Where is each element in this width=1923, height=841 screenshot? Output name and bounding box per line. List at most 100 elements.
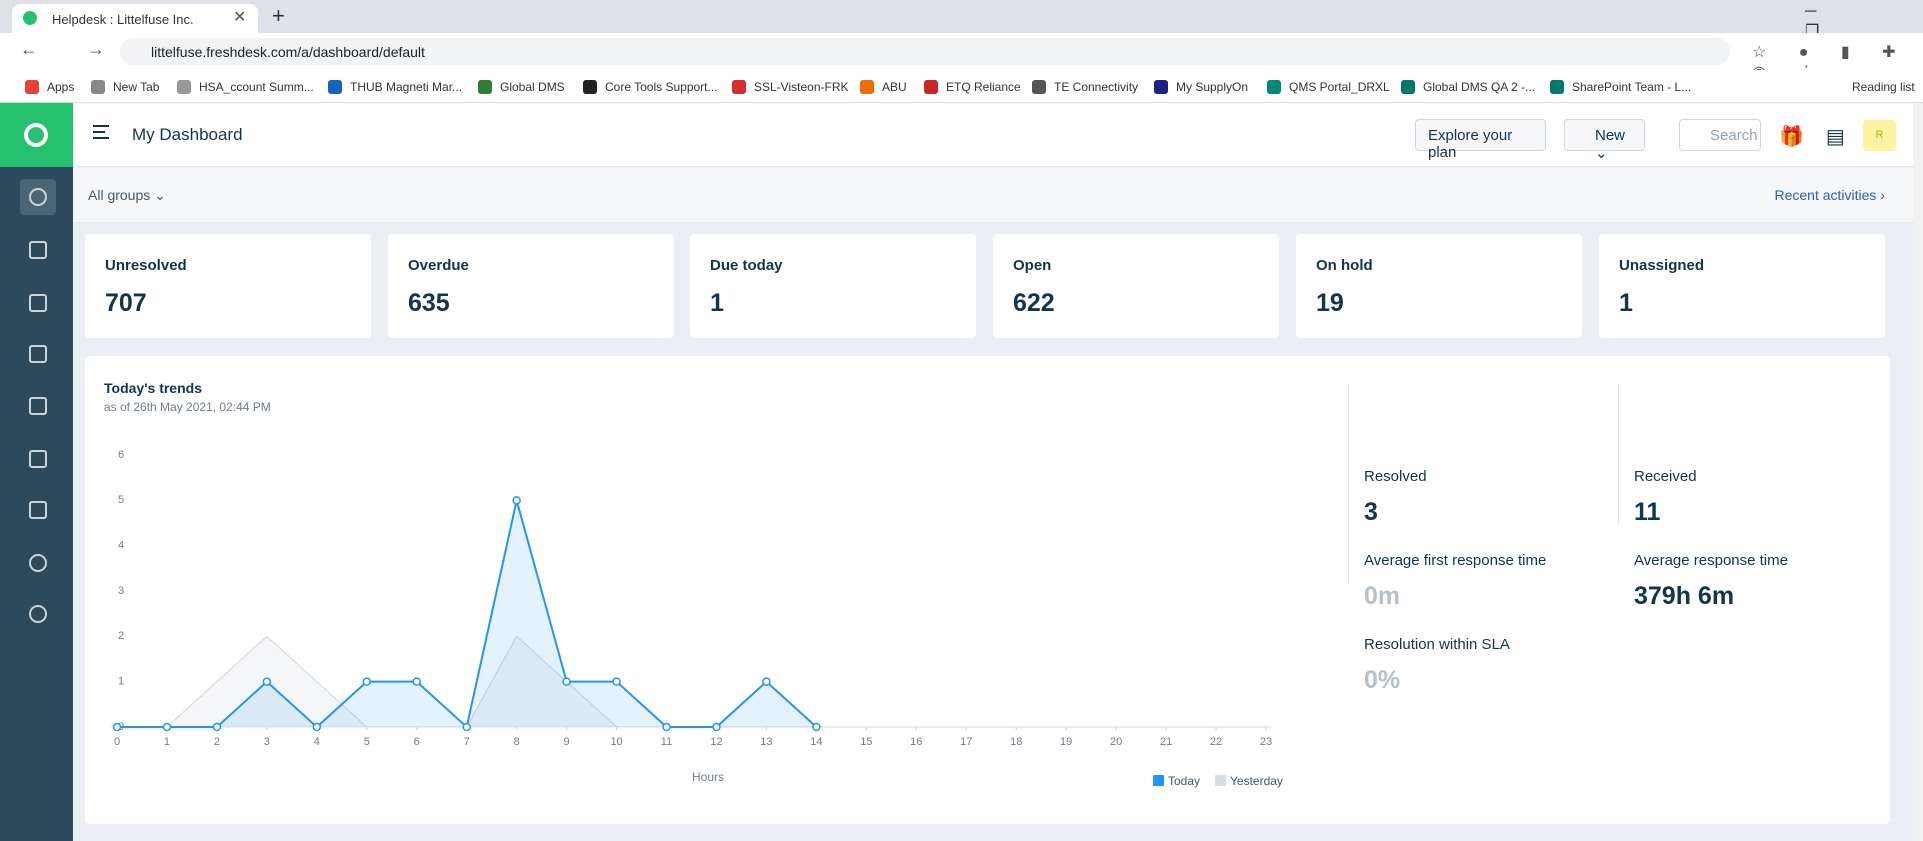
bookmark[interactable]: ABU bbox=[882, 80, 907, 94]
stat-value: 3 bbox=[1364, 498, 1378, 526]
card-label: Open bbox=[1013, 257, 1052, 274]
x-tick-label: 6 bbox=[414, 736, 420, 748]
bookmark[interactable]: THUB Magneti Mar... bbox=[350, 80, 463, 94]
bookmark-icon bbox=[583, 80, 597, 94]
stat-card[interactable]: Due today 1 bbox=[690, 234, 976, 338]
y-tick-label: 3 bbox=[118, 585, 124, 597]
url-field[interactable]: littelfuse.freshdesk.com/a/dashboard/def… bbox=[120, 38, 1730, 65]
x-tick-label: 18 bbox=[1010, 736, 1022, 748]
nav-icon[interactable] bbox=[29, 397, 47, 415]
x-tick-label: 17 bbox=[960, 736, 972, 748]
header-icons[interactable]: 🎁▤ bbox=[1779, 126, 1867, 148]
groups-filter[interactable]: All groups ⌄ bbox=[88, 187, 166, 203]
nav-icon[interactable] bbox=[29, 501, 47, 519]
point bbox=[512, 496, 521, 505]
x-tick-label: 20 bbox=[1110, 736, 1122, 748]
close-tab[interactable]: ✕ bbox=[233, 9, 247, 26]
bookmark[interactable]: ETQ Reliance bbox=[946, 80, 1021, 94]
card-label: Unresolved bbox=[105, 257, 187, 274]
stat-value: 0m bbox=[1364, 582, 1401, 610]
x-tick-label: 16 bbox=[910, 736, 922, 748]
bookmark-icon bbox=[25, 80, 39, 94]
bookmarks-bar: Apps New Tab HSA_ccount Summ... THUB Magnet… bbox=[0, 70, 1923, 103]
stat-card[interactable]: Unassigned 1 bbox=[1599, 234, 1885, 338]
bookmark[interactable]: Global DMS bbox=[500, 80, 565, 94]
url: littelfuse.freshdesk.com/a/dashboard/def… bbox=[151, 44, 425, 60]
bookmark[interactable]: Reading list bbox=[1852, 80, 1915, 94]
x-tick-label: 5 bbox=[364, 736, 370, 748]
x-tick-label: 22 bbox=[1210, 736, 1222, 748]
bookmark-icon bbox=[1267, 80, 1281, 94]
nav-icon[interactable] bbox=[29, 345, 47, 363]
bookmark[interactable]: TE Connectivity bbox=[1054, 80, 1139, 94]
stat-card[interactable]: Overdue 635 bbox=[388, 234, 674, 338]
bookmark[interactable]: QMS Portal_DRXL bbox=[1289, 80, 1390, 94]
bookmark[interactable]: Apps bbox=[47, 80, 75, 94]
recent-activities[interactable]: Recent activities › bbox=[1774, 187, 1886, 203]
bookmark[interactable]: SSL-Visteon-FRK bbox=[754, 80, 849, 94]
divider bbox=[1348, 384, 1349, 584]
card-value: 19 bbox=[1316, 289, 1344, 317]
explore-label: Explore your plan bbox=[1428, 127, 1513, 161]
logo[interactable] bbox=[0, 103, 73, 167]
point bbox=[312, 722, 322, 732]
card-label: Overdue bbox=[408, 257, 469, 274]
new-label: New bbox=[1595, 127, 1626, 144]
bookmark[interactable]: HSA_ccount Summ... bbox=[199, 80, 314, 94]
stat-value: 379h 6m bbox=[1634, 582, 1735, 610]
new-tab[interactable]: + bbox=[272, 3, 285, 28]
nav-icon[interactable] bbox=[29, 605, 47, 623]
filter-bar: All groups ⌄ Recent activities › bbox=[73, 168, 1913, 223]
point bbox=[812, 722, 821, 732]
point bbox=[462, 722, 471, 732]
menu-icon[interactable] bbox=[93, 125, 109, 139]
header: My Dashboard Explore your plan New ⌄ Sea… bbox=[73, 103, 1913, 167]
y-tick-label: 2 bbox=[118, 630, 124, 642]
card-label: Unassigned bbox=[1619, 257, 1705, 274]
x-tick-label: 2 bbox=[214, 736, 220, 748]
legend-swatch bbox=[1215, 775, 1226, 786]
bookmark[interactable]: New Tab bbox=[113, 80, 160, 94]
point bbox=[662, 722, 671, 732]
bookmark[interactable]: SharePoint Team - L... bbox=[1572, 80, 1692, 94]
page-title: My Dashboard bbox=[132, 125, 243, 144]
nav-icon[interactable] bbox=[29, 241, 47, 259]
tab-bar: Helpdesk : Littelfuse Inc. ✕ + ─ ❐ ✕ bbox=[0, 0, 1923, 60]
bookmark-icon bbox=[860, 80, 874, 94]
point bbox=[262, 677, 272, 686]
nav-icon[interactable] bbox=[29, 554, 47, 572]
x-tick-label: 23 bbox=[1260, 736, 1272, 748]
avatar[interactable]: R bbox=[1863, 120, 1896, 151]
x-tick-label: 8 bbox=[514, 736, 520, 748]
avatar-initial: R bbox=[1875, 129, 1884, 141]
new-button[interactable]: New ⌄ bbox=[1564, 119, 1645, 162]
scrollbar[interactable] bbox=[1913, 103, 1923, 841]
card-label: Due today bbox=[710, 257, 783, 274]
x-tick-label: 4 bbox=[314, 736, 320, 748]
tab[interactable]: Helpdesk : Littelfuse Inc. bbox=[12, 4, 258, 33]
stat-card[interactable]: Unresolved 707 bbox=[85, 234, 371, 338]
nav-icon[interactable] bbox=[29, 294, 47, 312]
card-value: 1 bbox=[1619, 289, 1633, 317]
stat-card[interactable]: On hold 19 bbox=[1296, 234, 1582, 338]
point bbox=[612, 677, 621, 686]
stat-card[interactable]: Open 622 bbox=[993, 234, 1279, 338]
point bbox=[362, 677, 372, 686]
bookmark[interactable]: Global DMS QA 2 -... bbox=[1423, 80, 1536, 94]
bookmark[interactable]: My SupplyOn bbox=[1176, 80, 1249, 94]
bookmark[interactable]: Core Tools Support... bbox=[605, 80, 718, 94]
explore-button[interactable]: Explore your plan bbox=[1415, 119, 1546, 161]
card-value: 707 bbox=[105, 289, 147, 317]
point bbox=[212, 722, 222, 732]
bookmark-icon bbox=[732, 80, 746, 94]
search-box[interactable]: Search bbox=[1679, 119, 1761, 151]
point bbox=[712, 722, 721, 732]
area bbox=[117, 500, 817, 727]
tab-title: Helpdesk : Littelfuse Inc. bbox=[52, 12, 194, 27]
x-axis-label: Hours bbox=[692, 770, 724, 784]
point bbox=[412, 677, 421, 686]
bookmark-icon bbox=[177, 80, 191, 94]
nav-icon[interactable] bbox=[29, 450, 47, 468]
nav-icon[interactable] bbox=[29, 188, 47, 206]
